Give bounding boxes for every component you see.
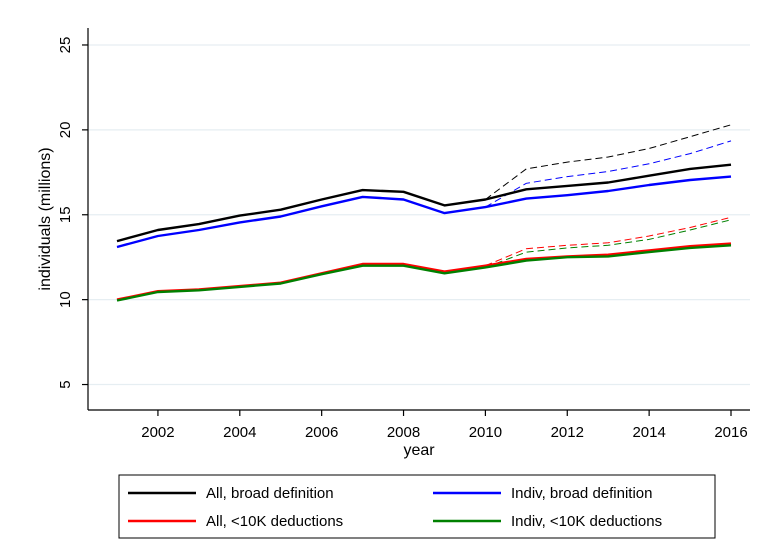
- series-line-3: [116, 244, 732, 302]
- y-tick-label: 20: [57, 122, 74, 139]
- dashed-series-lines: [485, 124, 732, 268]
- legend-label: All, broad definition: [206, 485, 334, 502]
- dashed-series-line-0: [485, 124, 732, 200]
- legend: All, broad definition Indiv, broad defini…: [118, 474, 716, 539]
- y-tick-label: 15: [57, 206, 74, 223]
- x-tick-label: 2006: [305, 424, 338, 441]
- series-lines: [116, 163, 732, 302]
- dashed-series-line-2: [485, 216, 732, 267]
- legend-box: [118, 474, 716, 539]
- x-tick-label: 2014: [632, 424, 665, 441]
- y-axis-ticks: 5 10 15 20 25: [57, 37, 88, 389]
- legend-label: Indiv, broad definition: [511, 485, 652, 502]
- series-line-1: [116, 175, 732, 249]
- x-tick-label: 2004: [223, 424, 256, 441]
- legend-label: Indiv, <10K deductions: [511, 513, 662, 530]
- legend-label: All, <10K deductions: [206, 513, 343, 530]
- x-axis-title: year: [403, 442, 435, 459]
- y-axis-title: individuals (millions): [37, 147, 54, 290]
- x-tick-label: 2010: [469, 424, 502, 441]
- y-tick-label: 10: [57, 291, 74, 308]
- series-line-0: [116, 163, 732, 243]
- dashed-series-line-3: [485, 219, 732, 268]
- y-tick-label: 5: [57, 380, 74, 388]
- axes: [87, 28, 750, 411]
- x-tick-label: 2016: [714, 424, 747, 441]
- gridlines: [88, 44, 750, 386]
- x-tick-label: 2012: [551, 424, 584, 441]
- x-tick-label: 2002: [141, 424, 174, 441]
- dashed-series-line-1: [485, 140, 732, 208]
- x-tick-label: 2008: [387, 424, 420, 441]
- y-tick-label: 25: [57, 37, 74, 54]
- x-axis-ticks: 2002 2004 2006 2008 2010 2012 2014 2016: [141, 410, 748, 441]
